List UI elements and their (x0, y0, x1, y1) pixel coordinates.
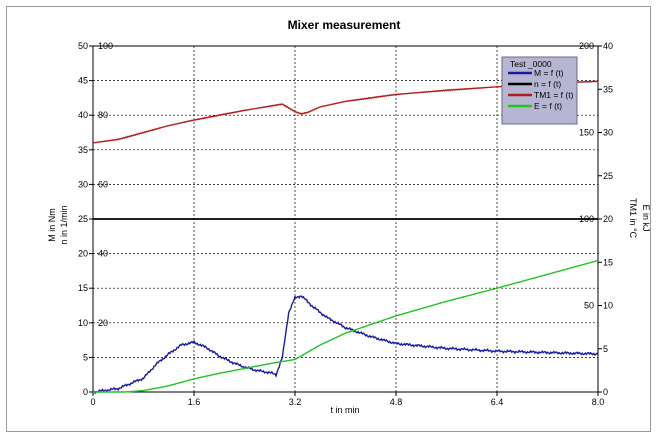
series-layer (92, 80, 599, 395)
e-tick-label: 35 (603, 84, 613, 94)
left-axis: 0 5 10 15 20 25 30 35 40 45 50 20 40 60 80 100 (78, 41, 113, 397)
e-tick-label: 40 (603, 41, 613, 51)
e-tick-label: 10 (603, 301, 613, 311)
n-tick-label: 60 (98, 179, 108, 189)
m-tick-label: 40 (78, 110, 88, 120)
left-axis-label-m: M in Nm (47, 208, 57, 242)
chart-title: Mixer measurement (288, 18, 401, 32)
legend-entry-label: TM1 = f (t) (534, 90, 574, 100)
m-tick-label: 5 (83, 352, 88, 362)
series-line (92, 295, 599, 395)
e-tick-label: 0 (603, 387, 608, 397)
chart-frame (6, 6, 651, 432)
m-tick-label: 15 (78, 283, 88, 293)
e-tick-label: 25 (603, 171, 613, 181)
x-tick-label: 3.2 (289, 397, 302, 407)
m-tick-label: 30 (78, 179, 88, 189)
legend: Test _0000 M = f (t)n = f (t)TM1 = f (t)… (501, 56, 578, 125)
tm1-tick-label: 50 (584, 301, 594, 311)
m-tick-label: 0 (83, 387, 88, 397)
tm1-tick-label: 200 (579, 41, 594, 51)
legend-entry-label: n = f (t) (534, 79, 561, 89)
x-tick-label: 1.6 (188, 397, 201, 407)
x-axis: 0 1.6 3.2 4.8 6.4 8.0 (90, 392, 604, 407)
series-line (93, 259, 599, 393)
e-tick-label: 5 (603, 344, 608, 354)
n-tick-label: 40 (98, 249, 108, 259)
e-tick-label: 20 (603, 214, 613, 224)
legend-title: Test _0000 (510, 59, 552, 69)
m-tick-label: 20 (78, 249, 88, 259)
right-axis-label-tm1: TM1 in °C (628, 198, 638, 239)
n-tick-label: 20 (98, 318, 108, 328)
legend-entry-label: E = f (t) (534, 101, 562, 111)
left-axis-label-n: n in 1/min (59, 205, 69, 244)
m-tick-label: 50 (78, 41, 88, 51)
n-tick-label: 100 (98, 41, 113, 51)
legend-entry-label: M = f (t) (534, 68, 564, 78)
legend-entries: M = f (t)n = f (t)TM1 = f (t)E = f (t) (508, 68, 574, 111)
n-tick-label: 80 (98, 110, 108, 120)
x-axis-label: t in min (330, 405, 359, 415)
tm1-tick-label: 150 (579, 128, 594, 138)
x-tick-label: 0 (90, 397, 95, 407)
x-tick-label: 6.4 (491, 397, 504, 407)
e-tick-label: 30 (603, 128, 613, 138)
x-tick-label: 8.0 (592, 397, 605, 407)
m-tick-label: 25 (78, 214, 88, 224)
m-tick-label: 10 (78, 318, 88, 328)
right-axis-label-e: E in kJ (641, 204, 651, 231)
e-tick-label: 15 (603, 257, 613, 267)
x-tick-label: 4.8 (390, 397, 403, 407)
m-tick-label: 35 (78, 145, 88, 155)
legend-box (501, 56, 578, 125)
m-tick-label: 45 (78, 76, 88, 86)
